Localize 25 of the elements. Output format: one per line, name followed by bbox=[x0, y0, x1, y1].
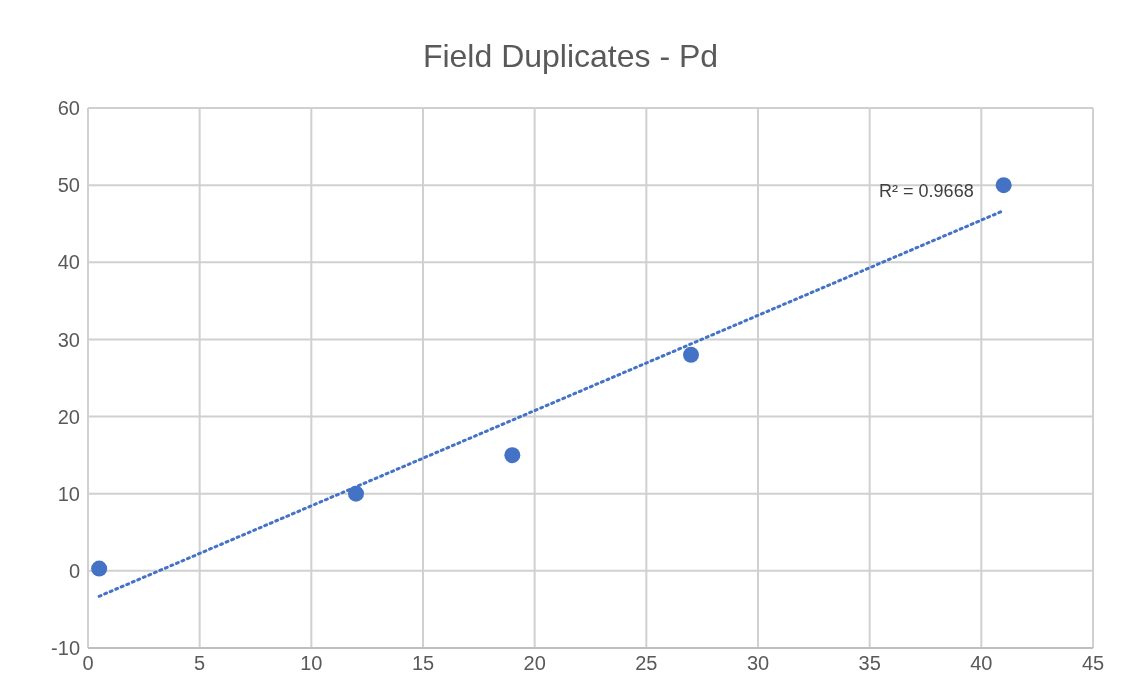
point bbox=[348, 485, 364, 502]
y-tick-label: 20 bbox=[57, 405, 80, 428]
y-tick-label: 0 bbox=[68, 559, 80, 582]
x-tick-label: 40 bbox=[970, 652, 993, 675]
y-tick-label: 30 bbox=[57, 328, 80, 351]
y-tick-label: 50 bbox=[57, 174, 80, 197]
x-tick-label: 0 bbox=[82, 652, 94, 675]
x-tick-label: 45 bbox=[1081, 652, 1105, 675]
x-tick-label: 25 bbox=[635, 652, 658, 675]
point bbox=[504, 447, 521, 464]
y-tick-label: 60 bbox=[57, 97, 80, 120]
point bbox=[91, 560, 108, 577]
x-tick-label: 20 bbox=[523, 652, 546, 675]
x-tick-label: 35 bbox=[858, 652, 881, 675]
y-tick-label: 10 bbox=[57, 482, 80, 505]
x-tick-label: 30 bbox=[746, 652, 770, 675]
annotation: R² = 0.9668 bbox=[879, 180, 974, 201]
y-tick-label: 40 bbox=[57, 251, 80, 274]
x-tick-label: 5 bbox=[194, 652, 206, 675]
point bbox=[683, 346, 699, 363]
x-tick-label: 10 bbox=[300, 652, 323, 675]
chart-title: Field Duplicates - Pd bbox=[421, 37, 720, 76]
x-tick-label: 15 bbox=[411, 652, 435, 675]
point bbox=[995, 177, 1012, 194]
y-tick-label: -10 bbox=[51, 637, 80, 660]
